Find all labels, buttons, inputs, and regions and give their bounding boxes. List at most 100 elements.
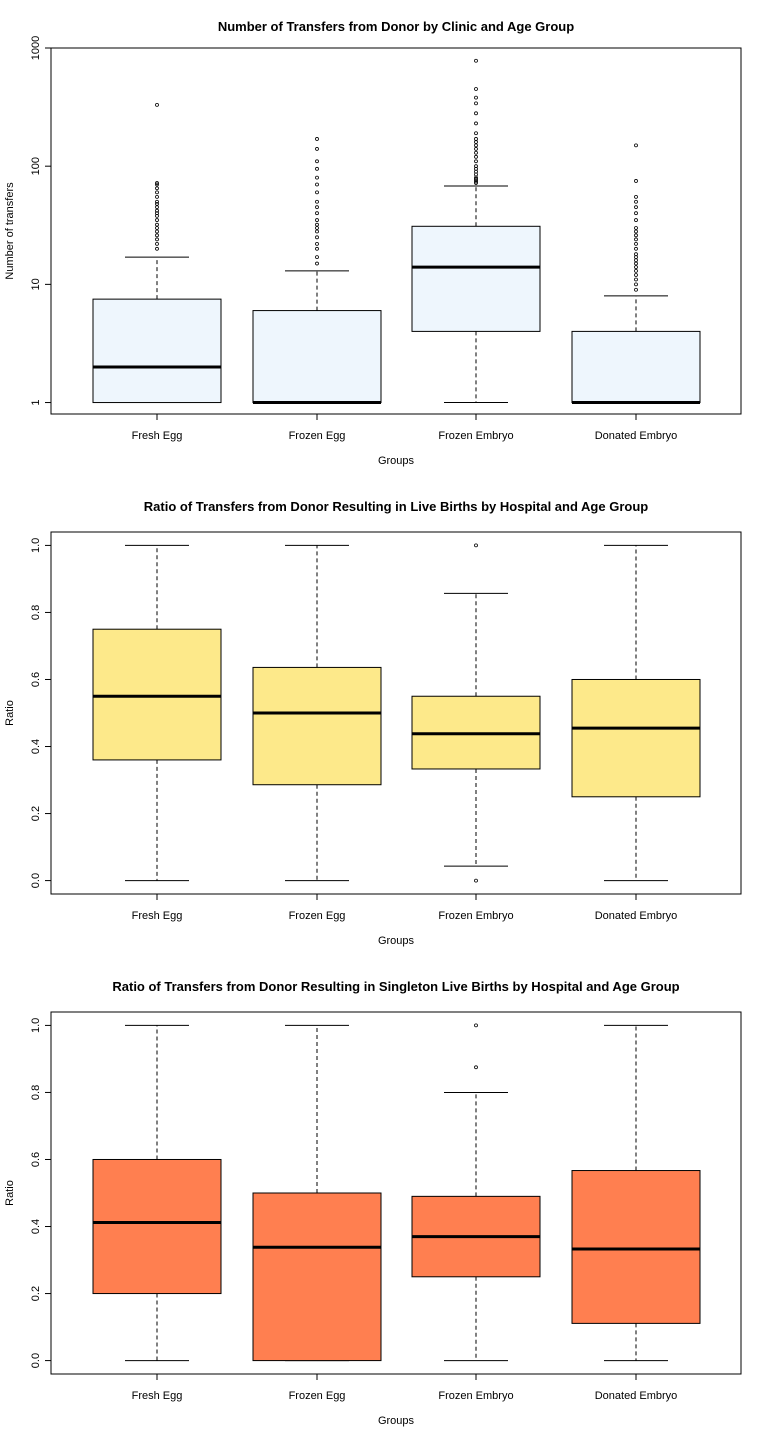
- x-tick-label: Fresh Egg: [132, 910, 183, 922]
- outlier-point: [474, 543, 478, 548]
- x-axis-title: Groups: [378, 455, 415, 467]
- y-tick-label: 1: [30, 399, 42, 405]
- outlier-point: [474, 159, 478, 164]
- outlier-point: [315, 205, 319, 210]
- box-fresh-egg: [92, 1024, 222, 1362]
- iqr-box: [252, 1192, 382, 1362]
- iqr-box: [252, 310, 382, 404]
- box-frozen-egg: [252, 1024, 382, 1362]
- outlier-point: [155, 205, 159, 210]
- chart-title: Ratio of Transfers from Donor Resulting …: [144, 499, 648, 514]
- y-tick-label: 0.2: [30, 806, 42, 821]
- outlier-point: [155, 246, 159, 251]
- outlier-point: [315, 175, 319, 180]
- outlier-point: [315, 199, 319, 204]
- outlier-point: [634, 211, 638, 216]
- box-fresh-egg: [92, 544, 222, 882]
- y-tick-label: 0.4: [30, 1219, 42, 1234]
- outlier-point: [315, 159, 319, 164]
- iqr-box: [92, 1158, 222, 1295]
- x-tick-label: Donated Embryo: [595, 1390, 678, 1402]
- outlier-point: [155, 241, 159, 246]
- box-frozen-embryo: [411, 58, 541, 404]
- y-axis-title: Number of transfers: [4, 182, 16, 280]
- outlier-point: [634, 268, 638, 273]
- outlier-point: [634, 282, 638, 287]
- plot-frame: [50, 1011, 742, 1375]
- outlier-point: [315, 241, 319, 246]
- box-frozen-egg: [252, 544, 382, 882]
- outlier-point: [474, 878, 478, 883]
- x-tick-label: Frozen Embryo: [438, 910, 513, 922]
- x-tick-label: Frozen Egg: [289, 430, 346, 442]
- outlier-point: [474, 121, 478, 126]
- outlier-point: [634, 205, 638, 210]
- outlier-point: [315, 235, 319, 240]
- outlier-point: [474, 143, 478, 148]
- outlier-point: [474, 154, 478, 159]
- outlier-point: [155, 226, 159, 230]
- outlier-point: [315, 166, 319, 171]
- outlier-point: [155, 222, 159, 227]
- y-tick-label: 0.6: [30, 1152, 42, 1167]
- y-tick-label: 0.0: [30, 873, 42, 888]
- x-tick-label: Frozen Embryo: [438, 1390, 513, 1402]
- outlier-point: [634, 226, 638, 230]
- x-axis-title: Groups: [378, 1415, 415, 1427]
- y-tick-label: 100: [30, 157, 42, 175]
- outlier-point: [315, 226, 319, 230]
- chart-title: Number of Transfers from Donor by Clinic…: [218, 19, 574, 34]
- outlier-point: [634, 287, 638, 292]
- box-frozen-embryo: [411, 543, 541, 883]
- outlier-point: [634, 252, 638, 257]
- outlier-point: [315, 229, 319, 234]
- outlier-point: [634, 237, 638, 242]
- outlier-point: [315, 218, 319, 222]
- outlier-point: [155, 229, 159, 234]
- outlier-point: [634, 218, 638, 222]
- chart-panel-3: Ratio of Transfers from Donor Resulting …: [4, 979, 742, 1427]
- y-tick-label: 1.0: [30, 538, 42, 553]
- outlier-point: [155, 233, 159, 238]
- outlier-point: [474, 1023, 478, 1028]
- iqr-box: [252, 666, 382, 786]
- outlier-point: [474, 101, 478, 106]
- outlier-point: [155, 208, 159, 213]
- outlier-point: [634, 233, 638, 238]
- outlier-point: [315, 246, 319, 251]
- outlier-point: [474, 150, 478, 155]
- x-tick-label: Frozen Egg: [289, 1390, 346, 1402]
- iqr-box: [571, 1170, 701, 1324]
- outlier-point: [634, 277, 638, 282]
- outlier-point: [315, 190, 319, 195]
- y-tick-label: 0.2: [30, 1286, 42, 1301]
- box-donated-embryo: [571, 544, 701, 882]
- outlier-point: [155, 201, 159, 206]
- outlier-point: [634, 261, 638, 266]
- outlier-point: [634, 258, 638, 263]
- outlier-point: [155, 103, 159, 107]
- outlier-point: [155, 181, 159, 185]
- y-axis-title: Ratio: [4, 700, 16, 726]
- outlier-point: [155, 218, 159, 222]
- outlier-point: [634, 179, 638, 183]
- outlier-point: [474, 164, 478, 169]
- x-tick-label: Fresh Egg: [132, 430, 183, 442]
- outlier-point: [634, 273, 638, 277]
- outlier-point: [315, 211, 319, 216]
- outlier-point: [315, 222, 319, 227]
- iqr-box: [92, 298, 222, 404]
- iqr-box: [571, 678, 701, 798]
- outlier-point: [634, 143, 638, 148]
- outlier-point: [474, 87, 478, 91]
- x-tick-label: Donated Embryo: [595, 430, 678, 442]
- outlier-point: [474, 140, 478, 144]
- box-frozen-egg: [252, 137, 382, 405]
- y-axis-title: Ratio: [4, 1180, 16, 1206]
- x-tick-label: Donated Embryo: [595, 910, 678, 922]
- outlier-point: [155, 199, 159, 204]
- x-tick-label: Frozen Egg: [289, 910, 346, 922]
- outlier-point: [315, 137, 319, 141]
- outlier-point: [155, 186, 159, 191]
